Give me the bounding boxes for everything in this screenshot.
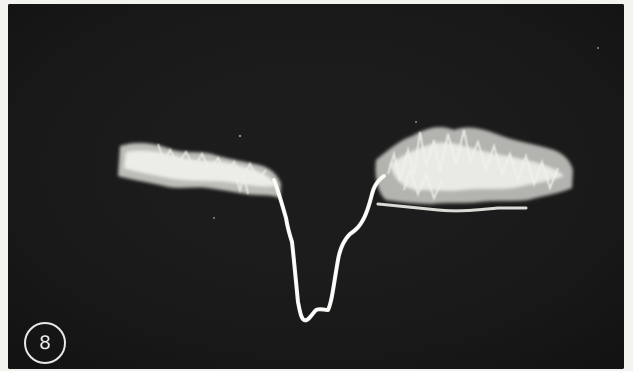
oscilloscope-trace-graphic bbox=[8, 4, 624, 369]
left-noise-band bbox=[118, 143, 281, 198]
left-band-spikes bbox=[157, 143, 267, 195]
figure-number-badge: 8 bbox=[24, 322, 66, 364]
main-trace bbox=[272, 174, 386, 323]
right-band-spikes bbox=[387, 129, 559, 201]
right-noise-band bbox=[375, 127, 573, 204]
oscilloscope-photo: 8 bbox=[8, 4, 624, 369]
speckles bbox=[213, 47, 599, 219]
baseline-trace bbox=[376, 202, 528, 213]
